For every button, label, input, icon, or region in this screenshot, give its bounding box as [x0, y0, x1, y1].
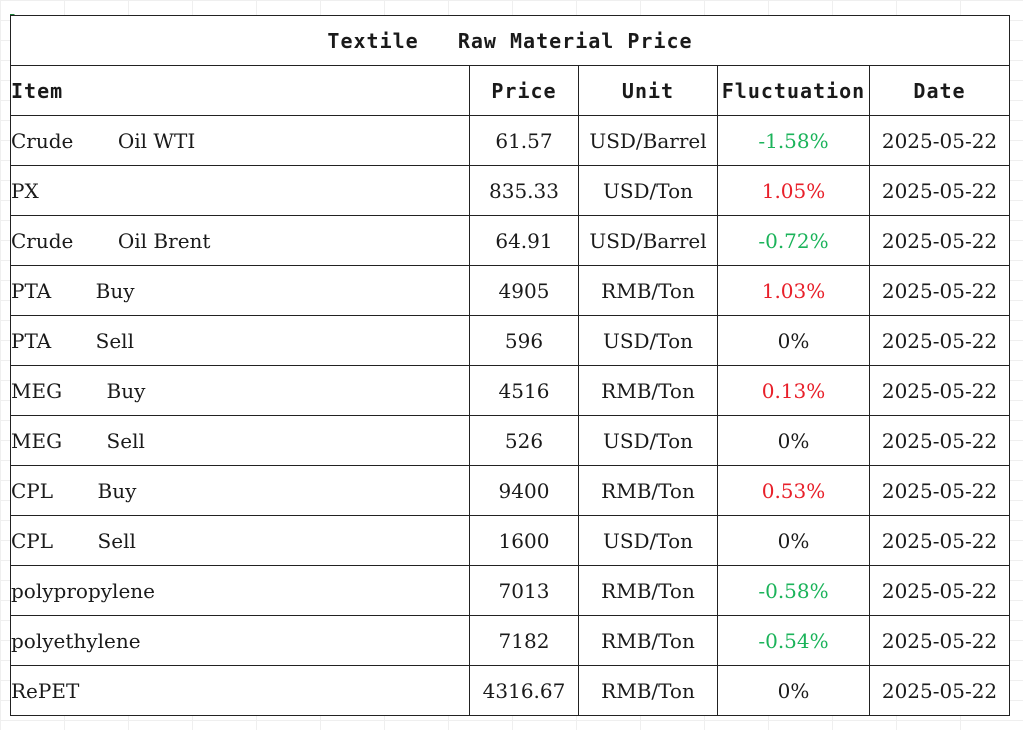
cell-price[interactable]: 4905 — [469, 265, 579, 316]
header-item[interactable]: Item — [10, 65, 470, 116]
title-row: Textile Raw Material Price — [10, 15, 1010, 66]
cell-fluctuation[interactable]: 0.13% — [717, 365, 870, 416]
cell-date[interactable]: 2025-05-22 — [869, 515, 1010, 566]
header-unit[interactable]: Unit — [578, 65, 718, 116]
cell-fluctuation[interactable]: -1.58% — [717, 115, 870, 166]
cell-unit[interactable]: USD/Ton — [578, 515, 718, 566]
cell-date[interactable]: 2025-05-22 — [869, 265, 1010, 316]
cell-unit[interactable]: USD/Ton — [578, 165, 718, 216]
cell-date[interactable]: 2025-05-22 — [869, 565, 1010, 616]
cell-fluctuation[interactable]: 0% — [717, 515, 870, 566]
cell-fluctuation[interactable]: 0.53% — [717, 465, 870, 516]
cell-price[interactable]: 7013 — [469, 565, 579, 616]
cell-item[interactable]: PTA Buy — [10, 265, 470, 316]
table-row: polyethylene 7182 RMB/Ton -0.54% 2025-05-22 — [10, 615, 1010, 666]
cell-item[interactable]: Crude Oil Brent — [10, 215, 470, 266]
table-row: CPL Buy 9400 RMB/Ton 0.53% 2025-05-22 — [10, 465, 1010, 516]
cell-fluctuation[interactable]: -0.72% — [717, 215, 870, 266]
cell-date[interactable]: 2025-05-22 — [869, 415, 1010, 466]
cell-price[interactable]: 596 — [469, 315, 579, 366]
cell-date[interactable]: 2025-05-22 — [869, 465, 1010, 516]
cell-fluctuation[interactable]: 0% — [717, 415, 870, 466]
cell-date[interactable]: 2025-05-22 — [869, 165, 1010, 216]
cell-item[interactable]: Crude Oil WTI — [10, 115, 470, 166]
cell-unit[interactable]: USD/Barrel — [578, 215, 718, 266]
table-row: RePET 4316.67 RMB/Ton 0% 2025-05-22 — [10, 665, 1010, 716]
cell-price[interactable]: 9400 — [469, 465, 579, 516]
cell-item[interactable]: CPL Sell — [10, 515, 470, 566]
header-price[interactable]: Price — [469, 65, 579, 116]
cell-unit[interactable]: RMB/Ton — [578, 465, 718, 516]
table-row: PTA Buy 4905 RMB/Ton 1.03% 2025-05-22 — [10, 265, 1010, 316]
table-row: MEG Sell 526 USD/Ton 0% 2025-05-22 — [10, 415, 1010, 466]
cell-unit[interactable]: USD/Ton — [578, 415, 718, 466]
cell-date[interactable]: 2025-05-22 — [869, 615, 1010, 666]
cell-unit[interactable]: RMB/Ton — [578, 665, 718, 716]
cell-unit[interactable]: USD/Barrel — [578, 115, 718, 166]
cell-fluctuation[interactable]: 0% — [717, 315, 870, 366]
table-title[interactable]: Textile Raw Material Price — [10, 15, 1010, 66]
table-row: Crude Oil WTI 61.57 USD/Barrel -1.58% 2025-0… — [10, 115, 1010, 166]
cell-price[interactable]: 61.57 — [469, 115, 579, 166]
cell-fluctuation[interactable]: -0.58% — [717, 565, 870, 616]
table-row: PTA Sell 596 USD/Ton 0% 2025-05-22 — [10, 315, 1010, 366]
cell-item[interactable]: polyethylene — [10, 615, 470, 666]
cell-price[interactable]: 4316.67 — [469, 665, 579, 716]
cell-price[interactable]: 526 — [469, 415, 579, 466]
cell-price[interactable]: 4516 — [469, 365, 579, 416]
cell-date[interactable]: 2025-05-22 — [869, 365, 1010, 416]
cell-item[interactable]: MEG Buy — [10, 365, 470, 416]
cell-unit[interactable]: RMB/Ton — [578, 615, 718, 666]
table-body: Crude Oil WTI 61.57 USD/Barrel -1.58% 2025-0… — [10, 115, 1010, 716]
cell-fluctuation[interactable]: -0.54% — [717, 615, 870, 666]
cell-item[interactable]: CPL Buy — [10, 465, 470, 516]
cell-item[interactable]: PX — [10, 165, 470, 216]
cell-unit[interactable]: USD/Ton — [578, 315, 718, 366]
table-row: MEG Buy 4516 RMB/Ton 0.13% 2025-05-22 — [10, 365, 1010, 416]
table-row: polypropylene 7013 RMB/Ton -0.58% 2025-05-22 — [10, 565, 1010, 616]
header-date[interactable]: Date — [869, 65, 1010, 116]
cell-date[interactable]: 2025-05-22 — [869, 215, 1010, 266]
cell-price[interactable]: 835.33 — [469, 165, 579, 216]
table-row: Crude Oil Brent 64.91 USD/Barrel -0.72% 2025… — [10, 215, 1010, 266]
cell-unit[interactable]: RMB/Ton — [578, 265, 718, 316]
cell-price[interactable]: 7182 — [469, 615, 579, 666]
cell-item[interactable]: polypropylene — [10, 565, 470, 616]
header-row: Item Price Unit Fluctuation Date — [10, 65, 1010, 116]
table-row: PX 835.33 USD/Ton 1.05% 2025-05-22 — [10, 165, 1010, 216]
table-row: CPL Sell 1600 USD/Ton 0% 2025-05-22 — [10, 515, 1010, 566]
raw-material-price-table: Textile Raw Material Price Item Price Un… — [10, 15, 1010, 716]
cell-date[interactable]: 2025-05-22 — [869, 115, 1010, 166]
cell-unit[interactable]: RMB/Ton — [578, 365, 718, 416]
header-fluctuation[interactable]: Fluctuation — [717, 65, 870, 116]
cell-date[interactable]: 2025-05-22 — [869, 665, 1010, 716]
cell-unit[interactable]: RMB/Ton — [578, 565, 718, 616]
cell-price[interactable]: 64.91 — [469, 215, 579, 266]
cell-fluctuation[interactable]: 1.05% — [717, 165, 870, 216]
cell-item[interactable]: RePET — [10, 665, 470, 716]
cell-date[interactable]: 2025-05-22 — [869, 315, 1010, 366]
cell-item[interactable]: MEG Sell — [10, 415, 470, 466]
cell-fluctuation[interactable]: 0% — [717, 665, 870, 716]
cell-item[interactable]: PTA Sell — [10, 315, 470, 366]
cell-price[interactable]: 1600 — [469, 515, 579, 566]
cell-fluctuation[interactable]: 1.03% — [717, 265, 870, 316]
